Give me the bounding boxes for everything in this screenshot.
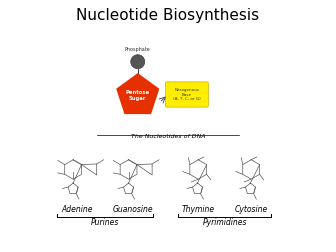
Text: Nucleotide Biosynthesis: Nucleotide Biosynthesis	[76, 8, 260, 23]
Text: Purines: Purines	[91, 218, 119, 227]
FancyBboxPatch shape	[166, 82, 208, 107]
Text: Pentose
Sugar: Pentose Sugar	[126, 90, 150, 101]
Text: Cytosine: Cytosine	[235, 205, 268, 214]
Text: Adenine: Adenine	[61, 205, 93, 214]
Text: Thymine: Thymine	[182, 205, 215, 214]
Text: The Nucleotides of DNA: The Nucleotides of DNA	[131, 134, 205, 139]
Polygon shape	[116, 73, 159, 114]
Text: Pyrimidines: Pyrimidines	[203, 218, 247, 227]
Text: Nitrogenous
Base
(A, T, C, or G): Nitrogenous Base (A, T, C, or G)	[173, 88, 201, 101]
Circle shape	[131, 55, 145, 69]
Text: Phosphate: Phosphate	[125, 47, 151, 52]
Text: Guanosine: Guanosine	[113, 205, 153, 214]
